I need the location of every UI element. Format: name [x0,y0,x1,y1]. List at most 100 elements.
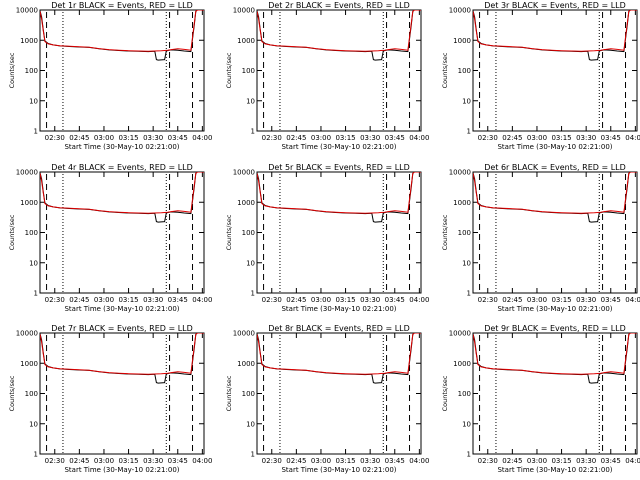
x-tick-label: 02:30 [45,457,65,465]
x-tick-label: 04:00 [625,296,640,304]
x-tick-label: 03:45 [385,457,405,465]
events-series-line [257,333,421,384]
x-tick-label: 03:45 [601,457,621,465]
y-axis-label: Counts/sec [441,52,449,88]
y-tick-label: 10 [462,259,471,267]
x-tick-label: 04:00 [625,134,640,142]
y-tick-label: 100 [458,390,471,398]
plot-frame [472,171,638,294]
detector-panel-3: Det 3r BLACK = Events, RED = LLD 1 10 100 10… [441,1,640,151]
y-tick-label: 10 [246,259,255,267]
y-tick-label: 100 [25,229,38,237]
x-tick-label: 02:30 [478,457,498,465]
x-tick-label: 03:00 [94,134,114,142]
y-tick-label: 100 [25,67,38,75]
x-tick-label: 03:00 [94,296,114,304]
y-tick-label: 1 [251,128,255,136]
y-tick-label: 1 [467,128,471,136]
x-tick-label: 02:45 [69,457,89,465]
panel-title: Det 3r BLACK = Events, RED = LLD [484,1,626,10]
plot-frame [256,171,422,294]
panel-title: Det 2r BLACK = Events, RED = LLD [268,1,410,10]
x-tick-label: 03:15 [335,457,355,465]
x-tick-label: 04:00 [409,296,429,304]
x-tick-label: 03:45 [168,296,188,304]
lld-series-line [473,10,637,52]
detector-panel-8: Det 8r BLACK = Events, RED = LLD 1 10 100 10… [225,324,429,474]
panel-title: Det 1r BLACK = Events, RED = LLD [51,1,193,10]
x-tick-label: 03:45 [385,296,405,304]
plot-frame [256,9,422,132]
x-tick-label: 03:15 [118,134,138,142]
x-tick-label: 03:15 [551,296,571,304]
x-tick-label: 03:15 [335,134,355,142]
y-tick-label: 1 [34,451,38,459]
y-tick-label: 1000 [20,360,38,368]
x-axis-label: Start Time (30-May-10 02:21:00) [64,466,179,474]
x-tick-label: 03:30 [360,296,380,304]
detector-panel-1: Det 1r BLACK = Events, RED = LLD 1 10 100 10… [8,1,212,151]
y-tick-label: 1 [251,451,255,459]
x-axis-label: Start Time (30-May-10 02:21:00) [497,143,612,151]
x-axis-label: Start Time (30-May-10 02:21:00) [497,305,612,313]
x-axis-label: Start Time (30-May-10 02:21:00) [64,143,179,151]
lld-series-line [473,172,637,214]
y-tick-label: 1000 [453,37,471,45]
x-tick-label: 02:45 [502,457,522,465]
x-tick-label: 03:30 [143,457,163,465]
x-tick-label: 03:45 [168,457,188,465]
x-tick-label: 03:45 [385,134,405,142]
y-axis-label: Counts/sec [8,52,16,88]
x-tick-label: 04:00 [192,296,212,304]
y-tick-label: 1000 [237,360,255,368]
events-series-line [257,172,421,223]
events-series-line [473,172,637,223]
y-tick-label: 100 [458,229,471,237]
x-tick-label: 02:30 [45,134,65,142]
y-tick-label: 10000 [449,169,471,177]
x-tick-label: 04:00 [409,457,429,465]
plot-frame [256,332,422,455]
x-axis-label: Start Time (30-May-10 02:21:00) [64,305,179,313]
y-axis-label: Counts/sec [441,214,449,250]
detector-panel-4: Det 4r BLACK = Events, RED = LLD 1 10 100 10… [8,163,212,313]
y-tick-label: 10 [246,420,255,428]
x-tick-label: 02:45 [286,457,306,465]
x-tick-label: 03:30 [576,296,596,304]
x-tick-label: 03:15 [118,296,138,304]
y-axis-label: Counts/sec [225,375,233,411]
y-tick-label: 1 [467,451,471,459]
y-tick-label: 100 [242,229,255,237]
y-axis-label: Counts/sec [8,214,16,250]
x-tick-label: 03:30 [143,296,163,304]
lld-series-line [40,172,204,214]
x-tick-label: 04:00 [192,134,212,142]
events-series-line [40,10,204,61]
lld-series-line [473,333,637,375]
x-tick-label: 03:45 [601,134,621,142]
plot-frame [472,9,638,132]
y-tick-label: 100 [242,390,255,398]
y-tick-label: 1000 [20,199,38,207]
y-tick-label: 1000 [20,37,38,45]
x-tick-label: 04:00 [625,457,640,465]
x-tick-label: 02:45 [502,134,522,142]
detector-panel-2: Det 2r BLACK = Events, RED = LLD 1 10 100 10… [225,1,429,151]
events-series-line [40,333,204,384]
y-axis-label: Counts/sec [225,52,233,88]
y-tick-label: 10000 [16,169,38,177]
y-tick-label: 10 [29,97,38,105]
y-tick-label: 10000 [233,169,255,177]
detector-panel-9: Det 9r BLACK = Events, RED = LLD 1 10 100 10… [441,324,640,474]
x-tick-label: 02:30 [262,296,282,304]
lld-series-line [40,10,204,52]
y-tick-label: 1000 [237,37,255,45]
x-tick-label: 03:00 [94,457,114,465]
plot-frame [39,332,205,455]
detector-panel-6: Det 6r BLACK = Events, RED = LLD 1 10 100 10… [441,163,640,313]
y-tick-label: 1000 [453,360,471,368]
y-tick-label: 1000 [237,199,255,207]
y-tick-label: 1 [467,290,471,298]
y-tick-label: 1 [251,290,255,298]
plot-frame [39,171,205,294]
